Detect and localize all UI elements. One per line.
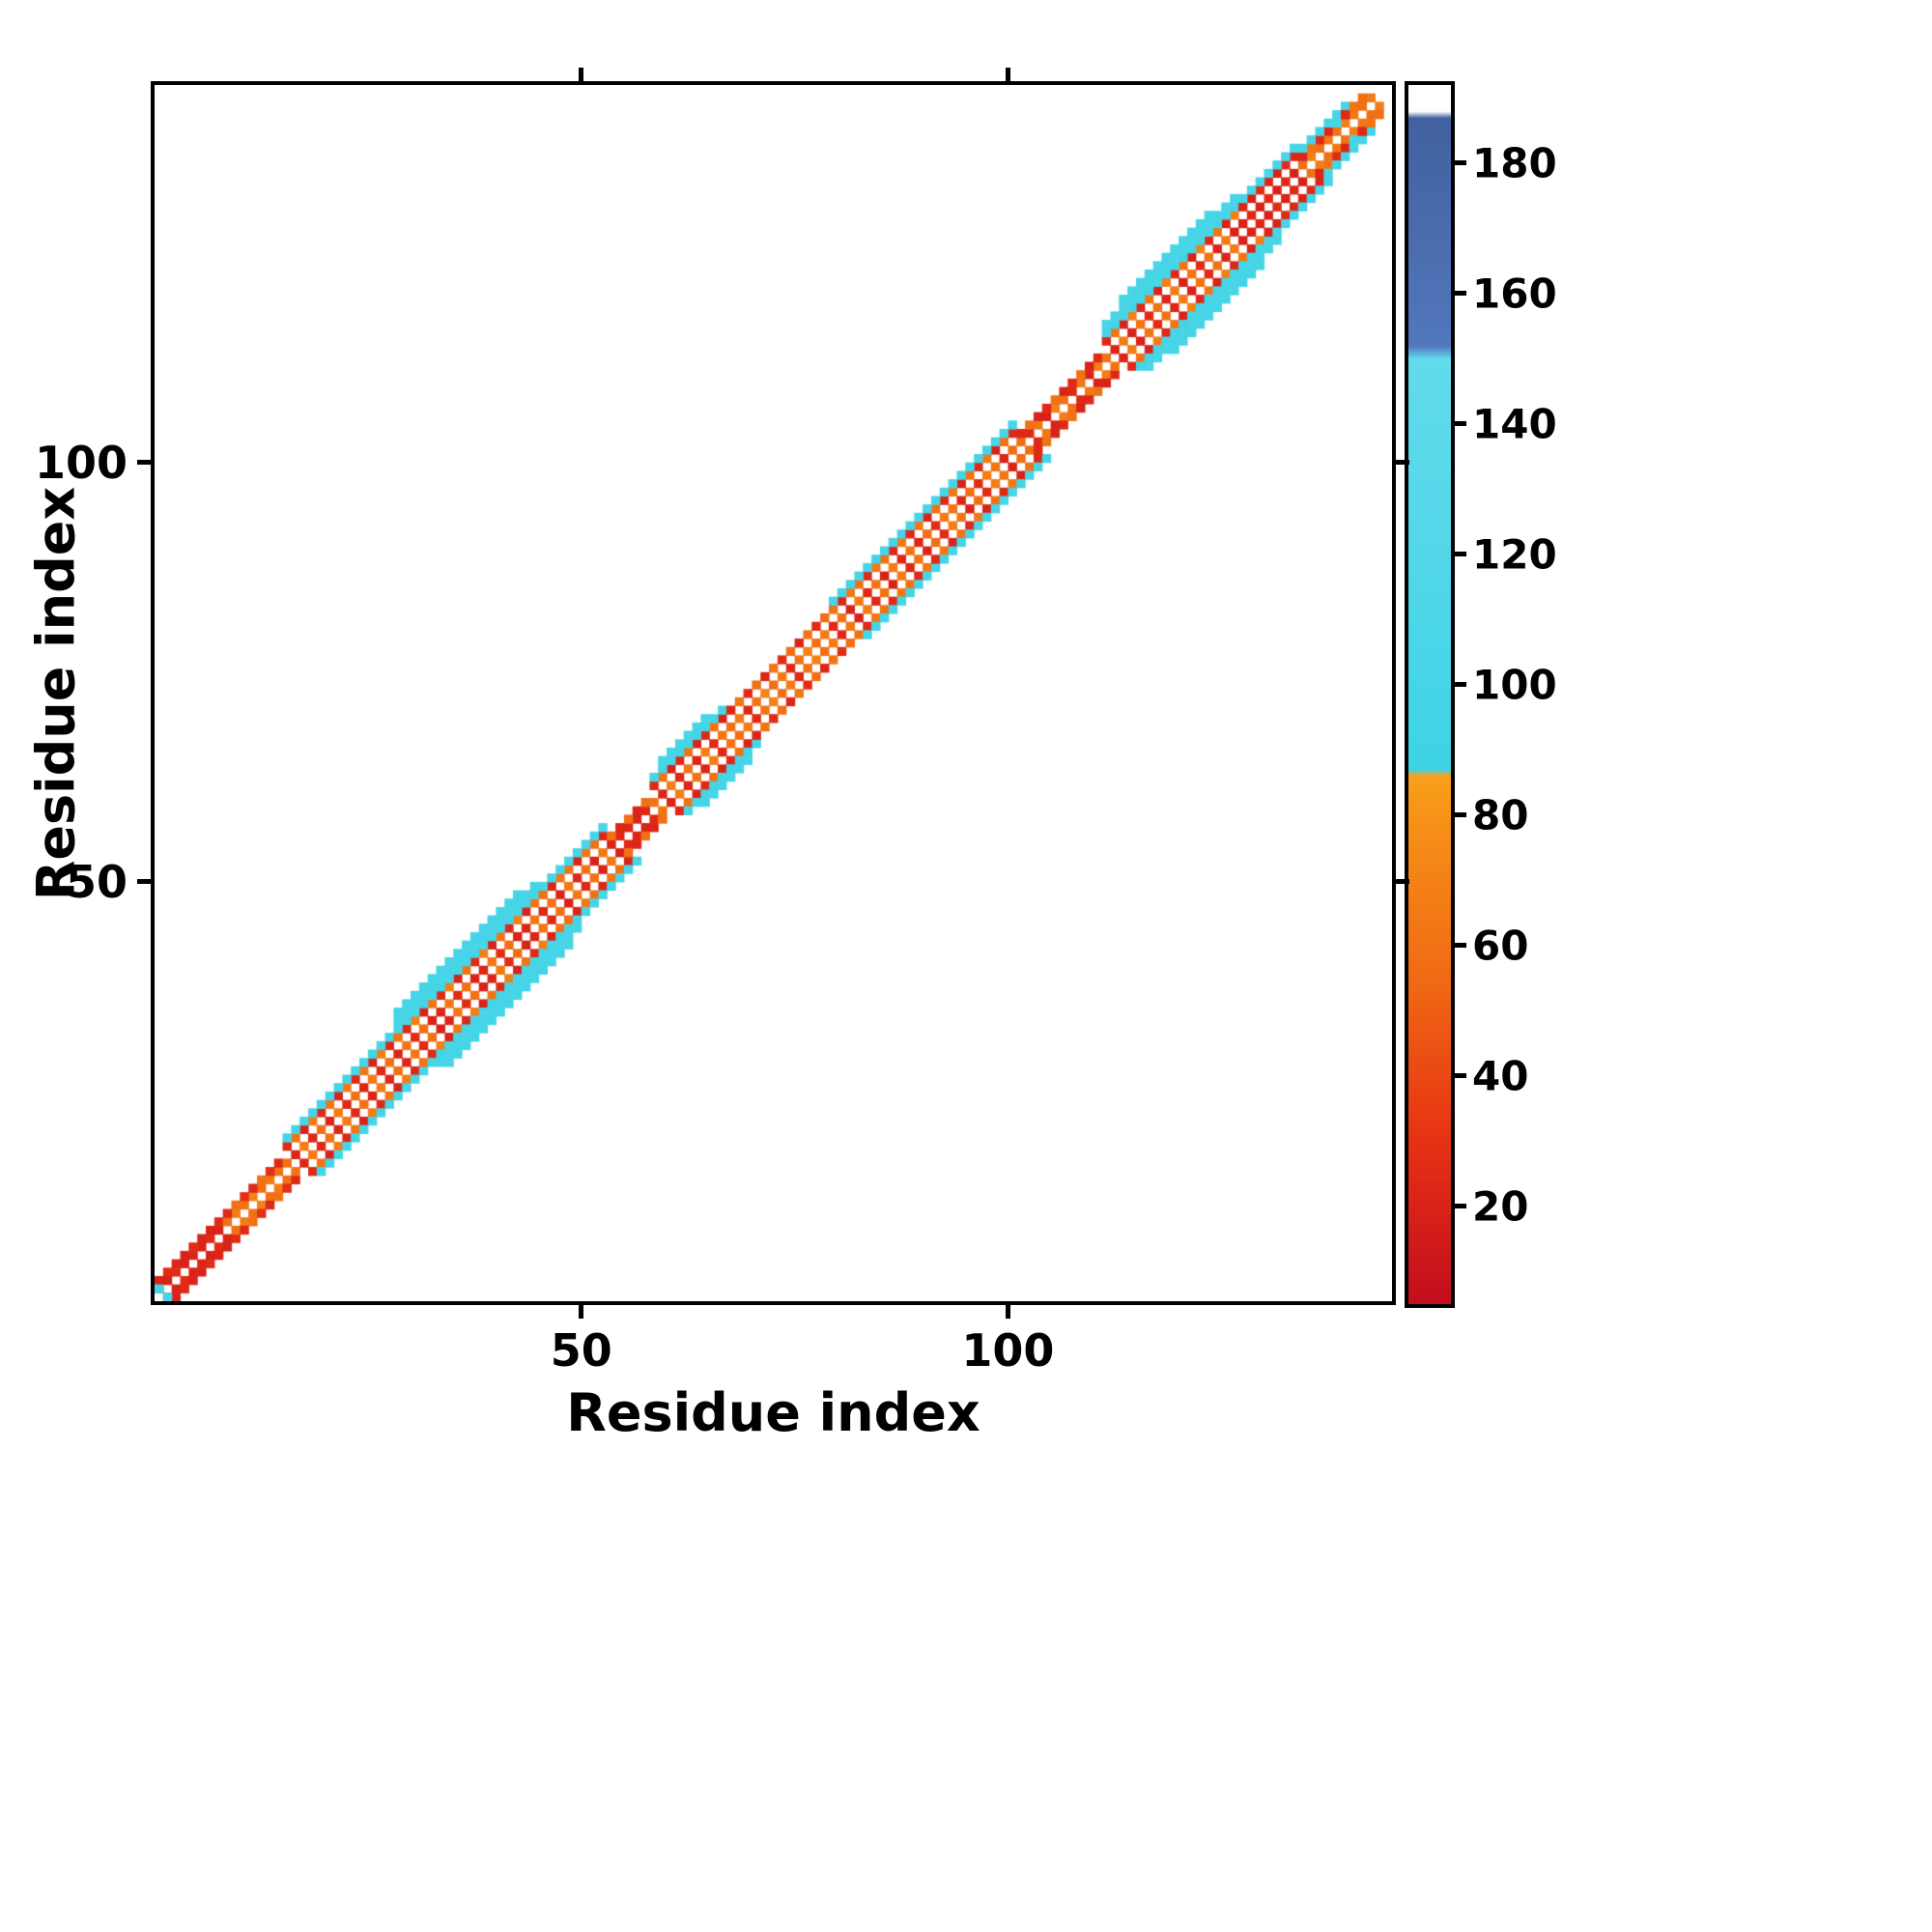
- x-axis-label: Residue index: [566, 1382, 980, 1443]
- y-tick-mark: [137, 879, 151, 885]
- colorbar-tick-mark: [1455, 160, 1466, 166]
- y-axis-label: Residue index: [25, 486, 87, 900]
- colorbar-canvas: [1408, 85, 1451, 1304]
- colorbar-tick-mark: [1455, 1204, 1466, 1209]
- colorbar-tick-mark: [1455, 812, 1466, 818]
- heatmap-canvas: [155, 85, 1392, 1301]
- y-tick-mark: [137, 460, 151, 466]
- colorbar-tick-label: 120: [1472, 530, 1557, 579]
- y-tick-mark-right: [1396, 460, 1409, 466]
- x-tick-mark-top: [1005, 68, 1010, 81]
- colorbar-tick-label: 140: [1472, 400, 1557, 448]
- colorbar-tick-label: 20: [1472, 1182, 1529, 1231]
- colorbar-tick-label: 160: [1472, 270, 1557, 318]
- colorbar-tick-label: 180: [1472, 139, 1557, 187]
- colorbar-tick-mark: [1455, 682, 1466, 688]
- colorbar: [1405, 81, 1455, 1308]
- y-tick-mark-right: [1396, 879, 1409, 885]
- x-tick-label: 100: [961, 1324, 1055, 1377]
- plot-area: [151, 81, 1396, 1305]
- colorbar-tick-mark: [1455, 552, 1466, 557]
- y-tick-label: 100: [34, 436, 128, 489]
- x-tick-mark: [1005, 1305, 1010, 1319]
- colorbar-tick-mark: [1455, 291, 1466, 297]
- x-tick-label: 50: [550, 1324, 612, 1377]
- colorbar-tick-mark: [1455, 1073, 1466, 1079]
- colorbar-tick-label: 60: [1472, 922, 1529, 970]
- x-tick-mark-top: [579, 68, 584, 81]
- colorbar-tick-mark: [1455, 943, 1466, 949]
- colorbar-tick-label: 80: [1472, 791, 1529, 839]
- colorbar-tick-label: 40: [1472, 1052, 1529, 1100]
- x-tick-mark: [579, 1305, 584, 1319]
- colorbar-tick-label: 100: [1472, 661, 1557, 709]
- colorbar-tick-mark: [1455, 421, 1466, 427]
- y-tick-label: 50: [65, 855, 128, 908]
